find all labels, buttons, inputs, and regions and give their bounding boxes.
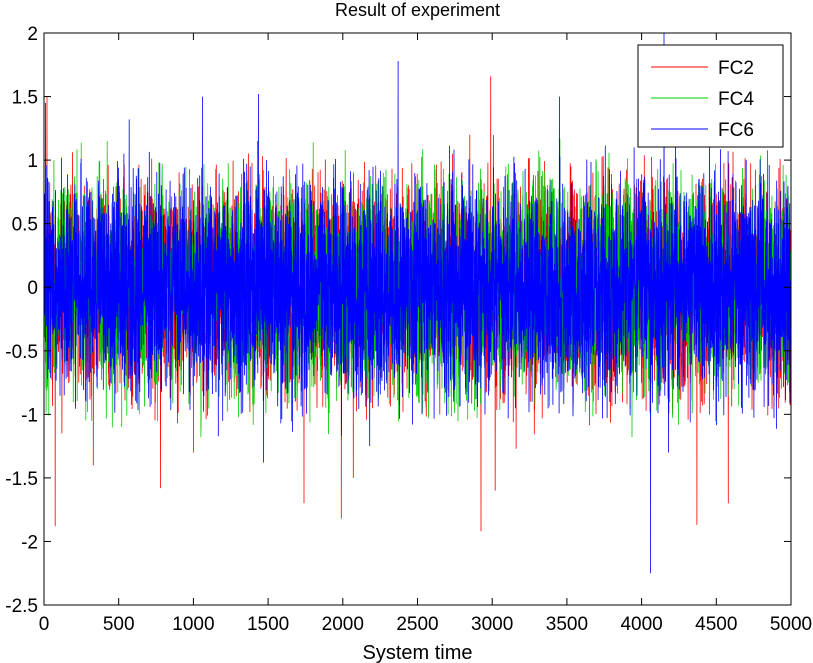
y-tick-label: -0.5: [5, 342, 38, 363]
x-tick-label: 3000: [471, 614, 513, 635]
y-tick-label: 1.5: [12, 88, 38, 109]
legend: FC2 FC4 FC6: [637, 44, 784, 148]
x-tick-label: 2500: [396, 614, 438, 635]
x-axis-label: System time: [362, 642, 472, 663]
series-line-fc6: [43, 32, 792, 574]
x-tick-label: 3500: [546, 614, 588, 635]
y-tick-label: 2: [27, 24, 38, 45]
legend-box: [637, 44, 784, 148]
legend-label-fc4: FC4: [718, 89, 754, 110]
x-tick-label: 2000: [322, 614, 364, 635]
y-tick-label: -2.5: [5, 596, 38, 617]
x-tick-label: 500: [103, 614, 135, 635]
x-tick-label: 1000: [172, 614, 214, 635]
x-tick-label: 4000: [620, 614, 662, 635]
ticks-group: 0 500 1000 1500 2000 2500 3000 3500 4000 4500 5000…: [5, 24, 812, 635]
y-tick-label: 1: [27, 151, 38, 172]
y-tick-label: 0: [27, 278, 38, 299]
y-tick-label: -1.5: [5, 469, 38, 490]
series-group: [43, 32, 792, 574]
x-tick-label: 0: [39, 614, 50, 635]
chart-title: Result of experiment: [335, 0, 500, 20]
legend-label-fc6: FC6: [718, 120, 754, 141]
y-tick-label: -1: [21, 405, 38, 426]
legend-label-fc2: FC2: [718, 58, 754, 79]
x-tick-label: 1500: [247, 614, 289, 635]
y-tick-label: -2: [21, 532, 38, 553]
y-tick-label: 0.5: [12, 215, 38, 236]
x-tick-label: 5000: [770, 614, 812, 635]
x-tick-label: 4500: [695, 614, 737, 635]
